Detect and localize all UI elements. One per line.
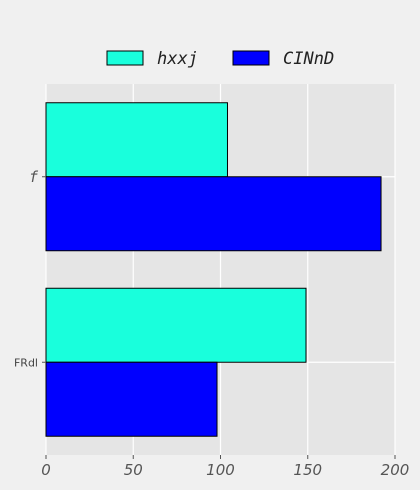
legend-label-hxxj: hxxj xyxy=(157,49,198,69)
legend-swatch-hxxj xyxy=(106,50,144,66)
x-tick-label: 100 xyxy=(206,461,235,479)
bars xyxy=(45,102,382,437)
x-tick-label: 200 xyxy=(381,461,410,479)
y-tick-label: f xyxy=(29,168,39,186)
y-axis-ticks: f FRdl xyxy=(14,168,46,369)
y-tick-label: FRdl xyxy=(14,356,38,369)
x-axis-ticks: 0 50 100 150 200 xyxy=(41,455,409,479)
bar-hxxj-FRdl xyxy=(45,287,307,363)
x-tick-label: 0 xyxy=(41,461,51,479)
bar-CINnD-f xyxy=(45,176,382,252)
legend-swatch-CINnD xyxy=(232,50,270,66)
bar-CINnD-FRdl xyxy=(45,361,218,437)
bar-hxxj-f xyxy=(45,102,228,178)
x-tick-label: 50 xyxy=(124,461,143,479)
x-tick-label: 150 xyxy=(293,461,322,479)
legend: hxxj CINnD xyxy=(106,49,334,69)
legend-label-CINnD: CINnD xyxy=(283,49,334,69)
